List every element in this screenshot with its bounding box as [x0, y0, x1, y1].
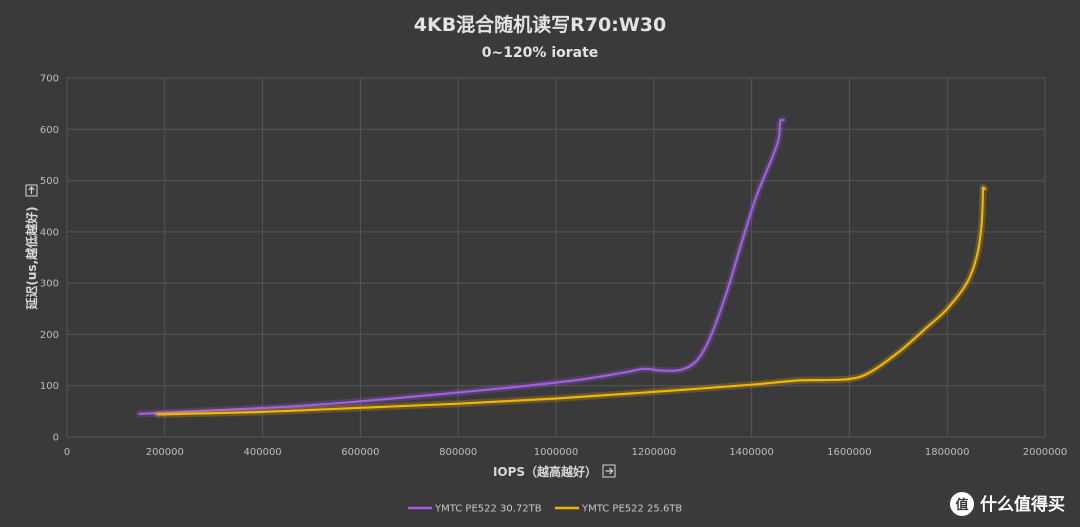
x-axis-ticks: 0 200000 400000 600000 800000 1000000 1200000 1…: [64, 447, 1067, 458]
x-tick-label: 1000000: [534, 447, 579, 458]
y-axis-label-group: 延迟(us,越低越好): [24, 184, 39, 311]
series-line-1: [138, 118, 785, 415]
x-tick-label: 200000: [146, 447, 184, 458]
series-line-2: [156, 186, 986, 416]
x-tick-label: 400000: [244, 447, 282, 458]
arrow-down-box-icon: [25, 184, 38, 197]
series-glow-1: [135, 116, 787, 418]
arrow-right-box-icon: [602, 464, 616, 478]
y-tick-label: 500: [40, 176, 59, 187]
legend-label-series-1: YMTC PE522 30.72TB: [434, 504, 542, 515]
x-tick-label: 0: [64, 447, 70, 458]
x-tick-label: 1800000: [925, 447, 970, 458]
smzdm-logo-icon: [950, 492, 974, 516]
y-tick-label: 700: [40, 74, 59, 85]
x-tick-label: 1600000: [827, 447, 872, 458]
chart-subtitle: 0~120% iorate: [482, 45, 599, 61]
chart-title: 4KB混合随机读写R70:W30: [414, 13, 667, 36]
watermark-logo-glyph: 值: [955, 497, 968, 513]
series-lines: [135, 116, 989, 418]
watermark-text: 什么值得买: [980, 494, 1065, 515]
y-tick-label: 100: [40, 381, 59, 392]
legend-label-series-2: YMTC PE522 25.6TB: [581, 504, 682, 515]
y-tick-label: 400: [40, 227, 59, 238]
x-tick-label: 600000: [341, 447, 379, 458]
y-axis-ticks: 0 100 200 300 400 500 600 700: [40, 74, 59, 444]
y-tick-label: 600: [40, 125, 59, 136]
x-tick-label: 1400000: [729, 447, 774, 458]
x-tick-label: 800000: [439, 447, 477, 458]
y-tick-label: 0: [53, 433, 59, 444]
y-tick-label: 200: [40, 330, 59, 341]
y-axis-label: 延迟(us,越低越好): [24, 206, 39, 310]
x-tick-label: 2000000: [1023, 447, 1068, 458]
watermark: 值 什么值得买: [950, 492, 1065, 516]
legend: YMTC PE522 30.72TB YMTC PE522 25.6TB: [408, 504, 682, 515]
x-axis-label: IOPS（越高越好）: [493, 464, 597, 479]
y-tick-label: 300: [40, 279, 59, 290]
grid: [66, 77, 1046, 438]
x-tick-label: 1200000: [632, 447, 677, 458]
